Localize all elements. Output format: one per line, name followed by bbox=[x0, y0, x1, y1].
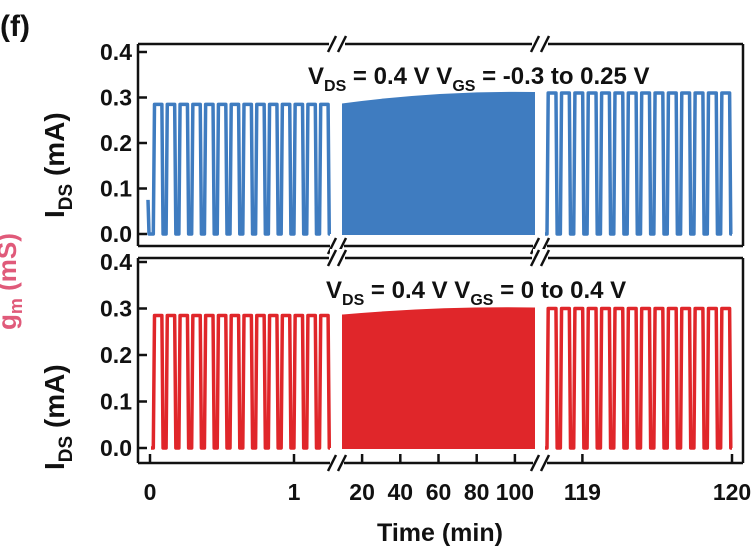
y-axis-title-top: IDS (mA) bbox=[39, 112, 77, 218]
x-tick-label: 80 bbox=[464, 479, 490, 505]
y-tick-label-top: 0.0 bbox=[100, 221, 132, 247]
y-tick-label-top: 0.2 bbox=[100, 130, 132, 156]
axis-break-mark bbox=[529, 35, 541, 53]
x-tick-label: 1 bbox=[288, 479, 301, 505]
axis-break-mark bbox=[326, 237, 338, 255]
x-tick-label: 40 bbox=[388, 479, 414, 505]
x-axis-title: Time (min) bbox=[377, 519, 503, 547]
axis-break-mark bbox=[336, 249, 348, 267]
annotation-bottom: VDS = 0.4 V VGS = 0 to 0.4 V bbox=[326, 277, 626, 309]
y-tick-label-top: 0.3 bbox=[100, 85, 132, 111]
y-tick-label-top: 0.4 bbox=[100, 39, 132, 65]
axis-break-mark bbox=[336, 454, 348, 472]
y-tick-label-top: 0.1 bbox=[100, 176, 132, 202]
axis-break-mark bbox=[529, 237, 541, 255]
axis-break-mark bbox=[326, 249, 338, 267]
axis-break-mark bbox=[539, 35, 551, 53]
panel-label: (f) bbox=[0, 10, 30, 43]
cutoff-gm-label: gm (mS) bbox=[0, 233, 26, 330]
axis-break-mark bbox=[336, 35, 348, 53]
y-tick-label-bottom: 0.3 bbox=[100, 296, 132, 322]
axis-break-mark bbox=[539, 454, 551, 472]
x-tick-label: 0 bbox=[144, 479, 157, 505]
y-tick-label-bottom: 0.4 bbox=[100, 249, 132, 275]
x-tick-label: 119 bbox=[564, 479, 601, 505]
x-tick-label: 20 bbox=[349, 479, 375, 505]
y-tick-label-bottom: 0.2 bbox=[100, 342, 132, 368]
y-tick-label-bottom: 0.0 bbox=[100, 435, 132, 461]
chart-marks: 0.00.10.20.30.40.00.10.20.30.40 1 20 40 60 80… bbox=[100, 35, 751, 505]
trace-seg2-bottom bbox=[342, 307, 535, 449]
trace-seg2-top bbox=[342, 91, 535, 235]
axis-break-mark bbox=[529, 249, 541, 267]
y-axis-title-bottom: IDS (mA) bbox=[39, 364, 77, 470]
axis-break-mark bbox=[326, 454, 338, 472]
y-tick-label-bottom: 0.1 bbox=[100, 389, 132, 415]
trace-seg3-top bbox=[545, 91, 733, 236]
trace-seg3-bottom bbox=[545, 306, 733, 450]
x-tick-label: 100 bbox=[496, 479, 534, 505]
annotation-top: VDS = 0.4 V VGS = -0.3 to 0.25 V bbox=[308, 63, 650, 95]
axis-break-mark bbox=[539, 249, 551, 267]
trace-seg1-top bbox=[146, 102, 332, 236]
axis-break-mark bbox=[529, 454, 541, 472]
trace-seg1-bottom bbox=[151, 313, 332, 450]
x-tick-label: 60 bbox=[426, 479, 452, 505]
axis-break-mark bbox=[326, 35, 338, 53]
x-tick-label: 120 bbox=[713, 479, 751, 505]
